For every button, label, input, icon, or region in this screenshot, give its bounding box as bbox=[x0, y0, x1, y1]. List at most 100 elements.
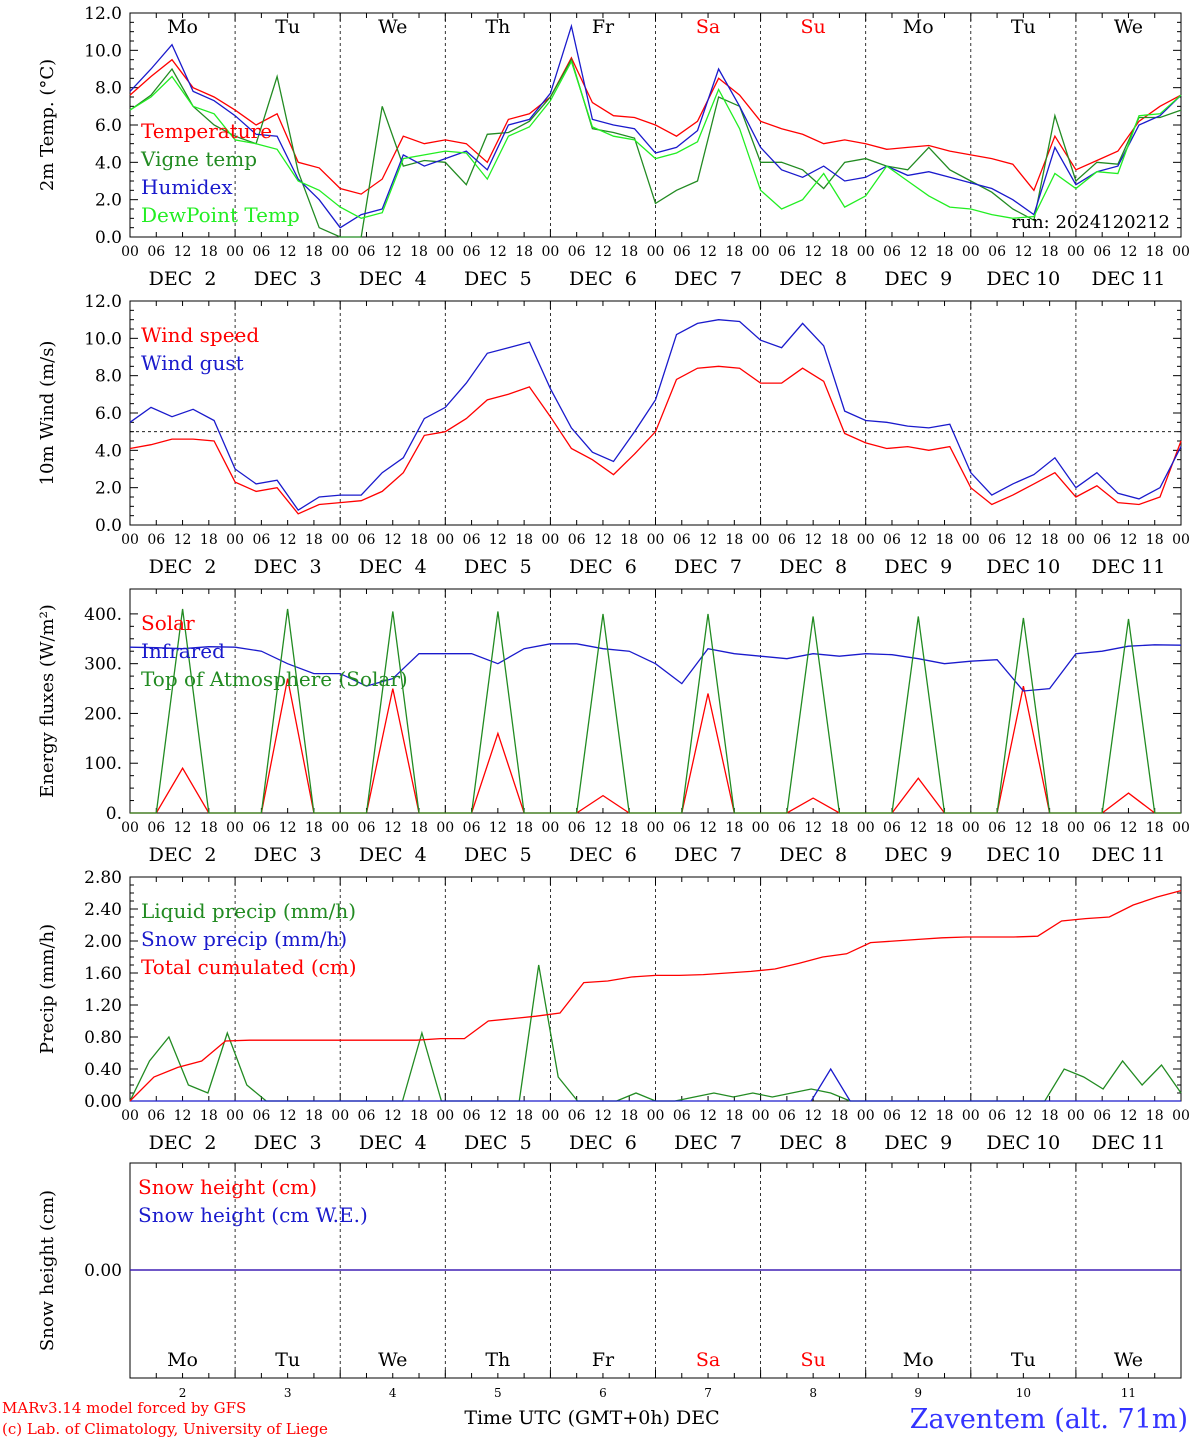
hour-tick-label: 00 bbox=[752, 244, 770, 260]
x-axis-label: Time UTC (GMT+0h) DEC bbox=[464, 1407, 719, 1429]
weekday-label: Th bbox=[485, 1349, 510, 1371]
hour-tick-label: 12 bbox=[804, 1108, 822, 1124]
hour-tick-label: 06 bbox=[778, 532, 796, 548]
hour-tick-label: 06 bbox=[252, 532, 270, 548]
hour-tick-label: 00 bbox=[436, 1108, 454, 1124]
hour-tick-label: 18 bbox=[620, 820, 638, 836]
weekday-label: We bbox=[1114, 1349, 1143, 1371]
hour-tick-label: 12 bbox=[804, 532, 822, 548]
y-tick-label: 4.0 bbox=[95, 153, 122, 173]
y-tick-label: 100. bbox=[84, 754, 122, 774]
legend-entry: Humidex bbox=[141, 175, 233, 199]
hour-tick-label: 18 bbox=[305, 820, 323, 836]
hour-tick-label: 18 bbox=[305, 532, 323, 548]
hour-tick-label: 18 bbox=[200, 532, 218, 548]
panel-precip: 0.00 0.40 0.80 1.20 1.60 2.00 2.40 2.80 Precip (… bbox=[37, 868, 1190, 1154]
date-label: DEC 3 bbox=[254, 268, 322, 290]
y-tick-label: 0.80 bbox=[84, 1028, 122, 1048]
legend-entry: Infrared bbox=[141, 639, 225, 663]
weekday-label: Su bbox=[801, 16, 826, 38]
y-tick-label: 12.0 bbox=[84, 292, 122, 312]
hour-tick-label: 00 bbox=[331, 820, 349, 836]
hour-tick-label: 06 bbox=[463, 1108, 481, 1124]
hour-tick-label: 06 bbox=[1093, 1108, 1111, 1124]
date-label: DEC 7 bbox=[674, 268, 742, 290]
hour-tick-label: 00 bbox=[647, 532, 665, 548]
hour-tick-label: 00 bbox=[1172, 244, 1190, 260]
hour-tick-label: 06 bbox=[568, 1108, 586, 1124]
hour-tick-label: 18 bbox=[725, 1108, 743, 1124]
hour-tick-label: 00 bbox=[331, 1108, 349, 1124]
hour-tick-label: 00 bbox=[752, 1108, 770, 1124]
hour-tick-label: 00 bbox=[541, 1108, 559, 1124]
hour-tick-label: 18 bbox=[200, 244, 218, 260]
hour-tick-label: 06 bbox=[883, 532, 901, 548]
date-label: DEC 10 bbox=[986, 844, 1060, 866]
run-annotation: run: 2024120212 bbox=[1012, 212, 1170, 233]
hour-tick-label: 00 bbox=[857, 532, 875, 548]
hour-tick-label: 00 bbox=[1067, 820, 1085, 836]
hour-tick-label: 00 bbox=[121, 1108, 139, 1124]
hour-tick-label: 12 bbox=[489, 244, 507, 260]
hour-tick-label: 18 bbox=[620, 532, 638, 548]
hour-tick-label: 00 bbox=[962, 820, 980, 836]
weekday-label: Tu bbox=[1011, 1349, 1036, 1371]
date-label: DEC 6 bbox=[569, 268, 637, 290]
date-label: DEC 5 bbox=[464, 844, 532, 866]
panel-wind: 0.0 2.0 4.0 6.0 8.0 10.0 12.0 10m Wind (m/s) Win… bbox=[37, 292, 1190, 578]
hour-tick-label: 18 bbox=[725, 820, 743, 836]
series-top-of-atmosphere-solar-line bbox=[130, 608, 1181, 814]
hour-tick-label: 18 bbox=[515, 532, 533, 548]
hour-tick-label: 06 bbox=[358, 1108, 376, 1124]
lab-credit: (c) Lab. of Climatology, University of L… bbox=[2, 1420, 328, 1438]
hour-tick-label: 18 bbox=[305, 1108, 323, 1124]
date-label: DEC 11 bbox=[1092, 1132, 1166, 1154]
hour-tick-label: 00 bbox=[857, 244, 875, 260]
hour-tick-label: 18 bbox=[725, 532, 743, 548]
hour-tick-label: 18 bbox=[725, 244, 743, 260]
hour-tick-label: 06 bbox=[778, 1108, 796, 1124]
legend-entry: Liquid precip (mm/h) bbox=[141, 899, 356, 923]
hour-tick-label: 06 bbox=[883, 244, 901, 260]
y-tick-label: 0.0 bbox=[95, 516, 122, 536]
hour-tick-label: 12 bbox=[699, 820, 717, 836]
hour-tick-label: 00 bbox=[752, 532, 770, 548]
date-label: DEC 6 bbox=[569, 844, 637, 866]
hour-tick-label: 12 bbox=[804, 820, 822, 836]
date-label: DEC 11 bbox=[1092, 268, 1166, 290]
y-tick-label: 400. bbox=[84, 605, 122, 625]
date-label: DEC 10 bbox=[986, 268, 1060, 290]
hour-tick-label: 12 bbox=[594, 1108, 612, 1124]
hour-tick-label: 06 bbox=[988, 244, 1006, 260]
y-tick-label: 0.00 bbox=[84, 1261, 122, 1281]
hour-tick-label: 06 bbox=[568, 532, 586, 548]
date-label: DEC 2 bbox=[149, 844, 217, 866]
hour-tick-label: 00 bbox=[962, 532, 980, 548]
y-tick-label: 200. bbox=[84, 704, 122, 724]
date-label: DEC 2 bbox=[149, 1132, 217, 1154]
hour-tick-label: 00 bbox=[1067, 1108, 1085, 1124]
y-tick-label: 4.0 bbox=[95, 441, 122, 461]
hour-tick-label: 12 bbox=[1014, 244, 1032, 260]
hour-tick-label: 12 bbox=[909, 820, 927, 836]
legend-entry: Vigne temp bbox=[140, 147, 257, 171]
series-snow-precip-mm-h-line bbox=[130, 1067, 1181, 1102]
y-tick-label: 0.00 bbox=[84, 1092, 122, 1112]
date-label: DEC 3 bbox=[254, 1132, 322, 1154]
date-label: DEC 11 bbox=[1092, 556, 1166, 578]
panel-energy: 0. 100. 200. 300. 400. Energy fluxes (W/m²) So… bbox=[37, 588, 1190, 866]
hour-tick-label: 12 bbox=[384, 820, 402, 836]
date-label: DEC 9 bbox=[884, 556, 952, 578]
weekday-label: Th bbox=[485, 16, 510, 38]
hour-tick-label: 18 bbox=[1146, 532, 1164, 548]
y-axis-label: Precip (mm/h) bbox=[37, 924, 58, 1054]
hour-tick-label: 00 bbox=[1067, 244, 1085, 260]
hour-tick-label: 00 bbox=[541, 820, 559, 836]
hour-tick-label: 00 bbox=[647, 244, 665, 260]
hour-tick-label: 00 bbox=[331, 244, 349, 260]
series-temperature-line bbox=[129, 56, 1182, 195]
y-tick-label: 2.0 bbox=[95, 479, 122, 499]
date-label: DEC 4 bbox=[359, 844, 427, 866]
hour-tick-label: 12 bbox=[174, 244, 192, 260]
series-wind-speed-line bbox=[129, 365, 1182, 515]
